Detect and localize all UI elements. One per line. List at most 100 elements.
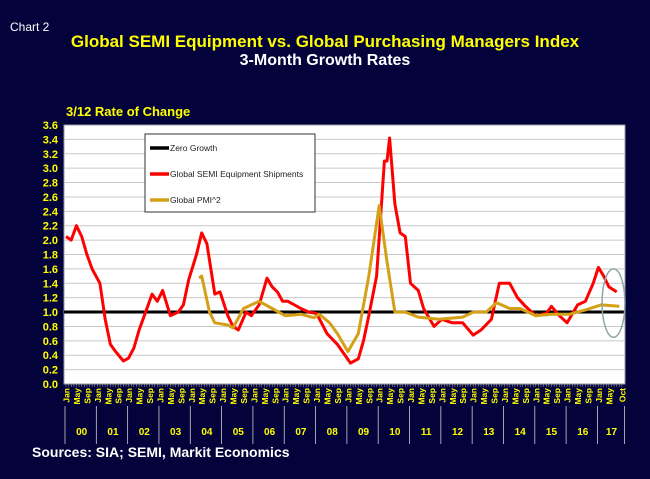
x-month-label: Sep bbox=[270, 388, 280, 404]
chart-number: Chart 2 bbox=[10, 20, 50, 34]
legend-label: Global PMI^2 bbox=[170, 195, 221, 205]
x-year-label: 08 bbox=[327, 427, 339, 438]
x-month-label: Sep bbox=[427, 388, 437, 404]
x-month-label: Sep bbox=[145, 388, 155, 404]
x-year-label: 17 bbox=[606, 427, 618, 438]
x-month-label: Jan bbox=[406, 388, 416, 403]
x-month-label: May bbox=[542, 388, 552, 405]
x-year-label: 06 bbox=[264, 427, 276, 438]
x-month-label: Jan bbox=[531, 388, 541, 403]
x-month-label: May bbox=[103, 388, 113, 405]
x-month-label: Sep bbox=[176, 388, 186, 404]
x-month-label: Sep bbox=[239, 388, 249, 404]
x-month-label: Jan bbox=[375, 388, 385, 403]
x-month-label: Jan bbox=[563, 388, 573, 403]
x-month-label: May bbox=[197, 388, 207, 405]
x-month-label: May bbox=[385, 388, 395, 405]
x-year-label: 09 bbox=[358, 427, 370, 438]
x-month-label: May bbox=[229, 388, 239, 405]
x-month-label: Jan bbox=[187, 388, 197, 403]
x-year-label: 02 bbox=[139, 427, 151, 438]
y-tick-label: 2.2 bbox=[43, 221, 58, 233]
x-year-label: 03 bbox=[170, 427, 182, 438]
y-tick-label: 1.4 bbox=[43, 278, 59, 290]
y-tick-label: 1.8 bbox=[43, 250, 58, 262]
x-month-label: Jan bbox=[343, 388, 353, 403]
y-tick-label: 0.4 bbox=[43, 350, 59, 362]
x-month-label: May bbox=[416, 388, 426, 405]
y-tick-label: 0.8 bbox=[43, 321, 58, 333]
x-month-label: Jan bbox=[500, 388, 510, 403]
chart-title: Global SEMI Equipment vs. Global Purchas… bbox=[70, 32, 580, 51]
x-year-label: 16 bbox=[577, 427, 589, 438]
sources-note: Sources: SIA; SEMI, Markit Economics bbox=[32, 444, 290, 460]
y-tick-label: 3.6 bbox=[43, 120, 58, 132]
x-month-label: Sep bbox=[114, 388, 124, 404]
legend-label: Global SEMI Equipment Shipments bbox=[170, 169, 303, 179]
x-month-label: May bbox=[166, 388, 176, 405]
x-month-label: May bbox=[448, 388, 458, 405]
y-tick-label: 1.6 bbox=[43, 264, 58, 276]
y-tick-label: 0.2 bbox=[43, 365, 58, 377]
x-year-label: 15 bbox=[546, 427, 558, 438]
x-month-label: Sep bbox=[364, 388, 374, 404]
x-month-label: Sep bbox=[396, 388, 406, 404]
x-month-label: May bbox=[135, 388, 145, 405]
x-month-label: May bbox=[510, 388, 520, 405]
x-year-label: 00 bbox=[76, 427, 88, 438]
x-month-label: Oct bbox=[617, 388, 627, 402]
highlight-ellipse bbox=[601, 268, 626, 338]
y-tick-label: 1.0 bbox=[43, 307, 58, 319]
x-year-label: 05 bbox=[233, 427, 245, 438]
x-month-label: May bbox=[291, 388, 301, 405]
y-axis-label: 3/12 Rate of Change bbox=[66, 104, 191, 119]
chart-subtitle: 3-Month Growth Rates bbox=[239, 52, 411, 69]
x-year-label: 01 bbox=[107, 427, 119, 438]
x-month-label: Jan bbox=[312, 388, 322, 403]
legend-box bbox=[144, 133, 316, 213]
x-month-label: May bbox=[479, 388, 489, 405]
x-month-label: Jan bbox=[218, 388, 228, 403]
x-month-label: May bbox=[260, 388, 270, 405]
x-month-label: Jan bbox=[93, 388, 103, 403]
x-month-label: Sep bbox=[208, 388, 218, 404]
x-month-label: Sep bbox=[584, 388, 594, 404]
legend-label: Zero Growth bbox=[170, 143, 218, 153]
x-month-label: Jan bbox=[155, 388, 165, 403]
x-month-label: Sep bbox=[333, 388, 343, 404]
x-year-label: 11 bbox=[421, 427, 432, 438]
x-month-label: Jan bbox=[62, 388, 72, 403]
x-month-label: Sep bbox=[521, 388, 531, 404]
x-year-label: 13 bbox=[483, 427, 495, 438]
x-month-label: Sep bbox=[490, 388, 500, 404]
x-year-label: 04 bbox=[201, 427, 213, 438]
x-month-label: May bbox=[72, 388, 82, 405]
x-month-label: Jan bbox=[437, 388, 447, 403]
y-tick-label: 3.0 bbox=[43, 163, 58, 175]
pmi-line bbox=[198, 204, 620, 354]
y-tick-label: 0.6 bbox=[43, 336, 58, 348]
x-month-label: Sep bbox=[302, 388, 312, 404]
x-year-label: 14 bbox=[515, 427, 527, 438]
y-tick-label: 2.4 bbox=[43, 206, 59, 218]
x-month-label: Jan bbox=[124, 388, 134, 403]
y-tick-label: 3.4 bbox=[43, 134, 59, 146]
x-month-label: Sep bbox=[82, 388, 92, 404]
x-month-label: May bbox=[323, 388, 333, 405]
x-month-label: Jan bbox=[594, 388, 604, 403]
x-month-label: Sep bbox=[552, 388, 562, 404]
y-tick-label: 1.2 bbox=[43, 293, 58, 305]
x-month-label: May bbox=[354, 388, 364, 405]
y-tick-label: 2.6 bbox=[43, 192, 58, 204]
y-tick-label: 3.2 bbox=[43, 149, 58, 161]
x-month-label: May bbox=[573, 388, 583, 405]
y-tick-label: 2.0 bbox=[43, 235, 58, 247]
x-month-label: Jan bbox=[249, 388, 259, 403]
x-year-label: 12 bbox=[452, 427, 464, 438]
x-month-label: Sep bbox=[458, 388, 468, 404]
x-year-label: 10 bbox=[389, 427, 401, 438]
semi-shipments-line bbox=[65, 136, 618, 365]
x-month-label: May bbox=[604, 388, 614, 405]
y-tick-label: 2.8 bbox=[43, 178, 58, 190]
